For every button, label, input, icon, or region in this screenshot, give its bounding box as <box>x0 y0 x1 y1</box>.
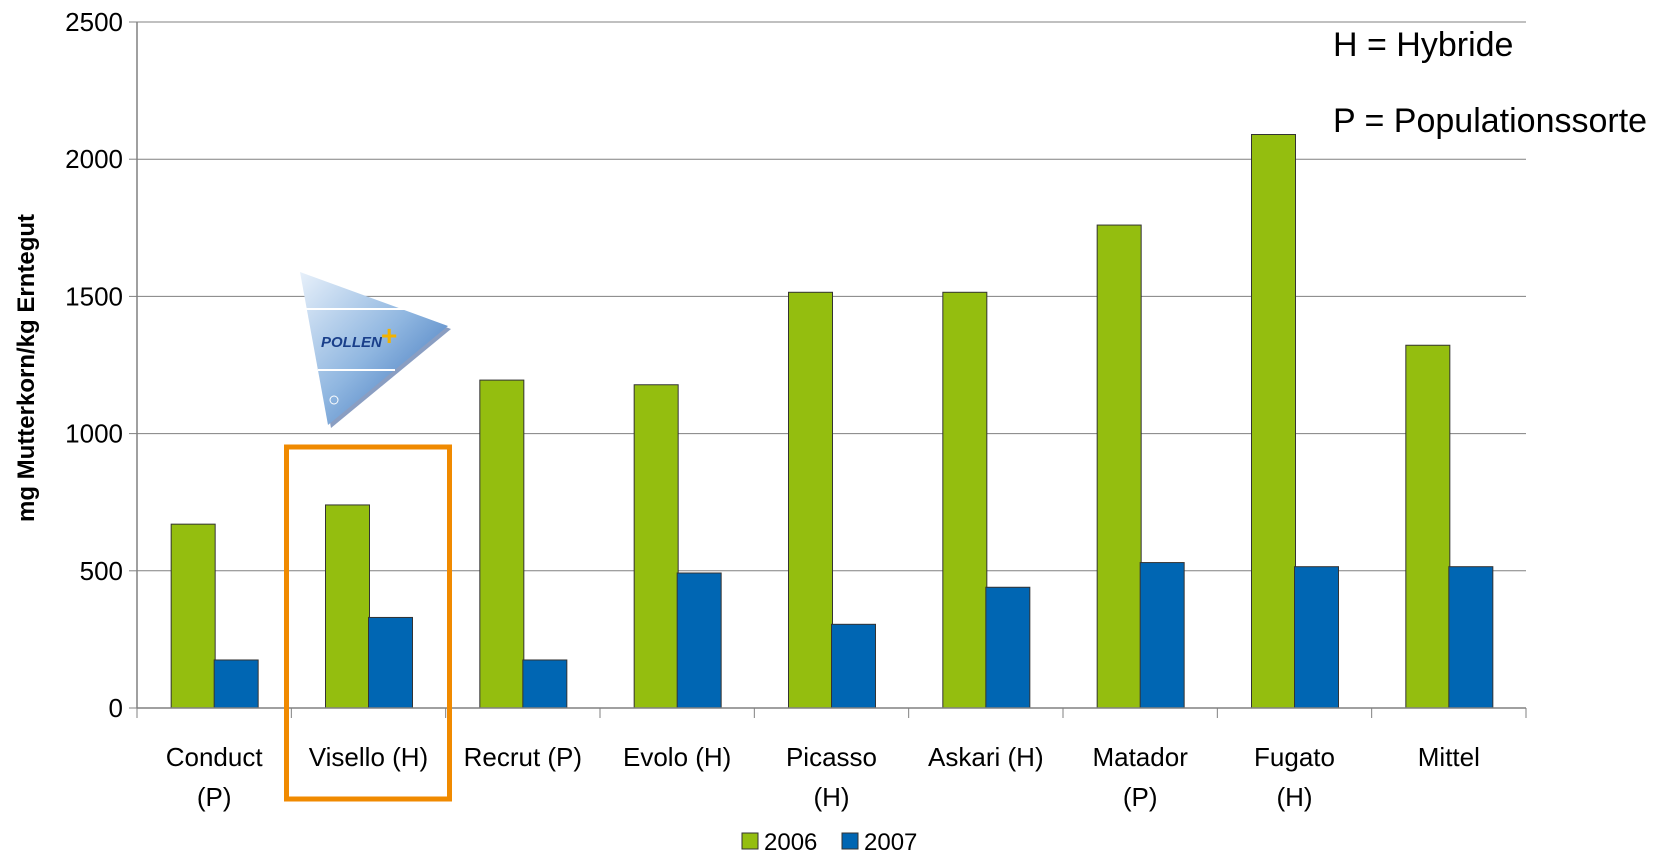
y-tick-label: 500 <box>80 556 123 586</box>
axes <box>129 21 1527 718</box>
category-label: Recrut (P) <box>464 742 582 772</box>
bar-2007-8 <box>1448 566 1494 709</box>
bar-2006-1 <box>325 504 370 709</box>
legend: 2006 2007 <box>741 829 917 856</box>
bar-2006-5 <box>942 291 988 709</box>
bar-2007-1 <box>368 616 413 709</box>
category-label: Fugato <box>1254 742 1335 772</box>
bar-2006-3 <box>633 384 679 709</box>
legend-swatch-2007 <box>841 832 859 850</box>
bar-2006-7 <box>1251 134 1296 709</box>
category-label: Askari (H) <box>928 742 1044 772</box>
bar-2007-7 <box>1294 566 1339 709</box>
category-label: (P) <box>1123 782 1158 812</box>
category-labels: Conduct (P) Visello (H) Recrut (P) Evolo (H)… <box>166 742 1480 812</box>
bar-2006-2 <box>479 379 525 709</box>
legend-label-2006: 2006 <box>764 829 817 856</box>
category-label: Visello (H) <box>309 742 428 772</box>
y-tick-label: 1000 <box>65 419 123 449</box>
note-hybride: H = Hybride <box>1333 26 1513 64</box>
bar-2006-8 <box>1405 344 1451 709</box>
logo-plus-icon: + <box>381 320 397 351</box>
category-label: (H) <box>1276 782 1312 812</box>
highlight-box <box>284 444 452 802</box>
category-label: Conduct <box>166 742 264 772</box>
bar-2006-6 <box>1096 224 1142 709</box>
category-label: Picasso <box>786 742 877 772</box>
category-label: Mittel <box>1418 742 1480 772</box>
category-label: (P) <box>197 782 232 812</box>
bar-2007-6 <box>1139 562 1185 709</box>
y-axis-label: mg Mutterkorn/kg Erntegut <box>13 214 40 522</box>
bars <box>170 134 1494 709</box>
bar-2007-4 <box>831 623 876 709</box>
bar-2007-0 <box>213 659 259 709</box>
legend-label-2007: 2007 <box>864 829 917 856</box>
y-tick-label: 2000 <box>65 144 123 174</box>
category-label: (H) <box>813 782 849 812</box>
pollen-plus-logo: POLLEN + <box>300 272 451 428</box>
bar-2007-2 <box>522 659 568 709</box>
bar-2007-5 <box>985 586 1031 709</box>
note-populationssorte: P = Populationssorte <box>1333 102 1647 140</box>
legend-swatch-2006 <box>741 832 759 850</box>
logo-text: POLLEN <box>321 334 383 351</box>
bar-2007-3 <box>676 572 722 709</box>
y-tick-label: 1500 <box>65 281 123 311</box>
category-label: Evolo (H) <box>623 742 731 772</box>
category-label: Matador <box>1092 742 1188 772</box>
y-tick-labels: 0 500 1000 1500 2000 2500 <box>65 7 123 723</box>
y-tick-label: 2500 <box>65 7 123 37</box>
y-tick-label: 0 <box>109 693 123 723</box>
bar-2006-4 <box>788 291 833 709</box>
bar-2006-0 <box>170 523 216 709</box>
